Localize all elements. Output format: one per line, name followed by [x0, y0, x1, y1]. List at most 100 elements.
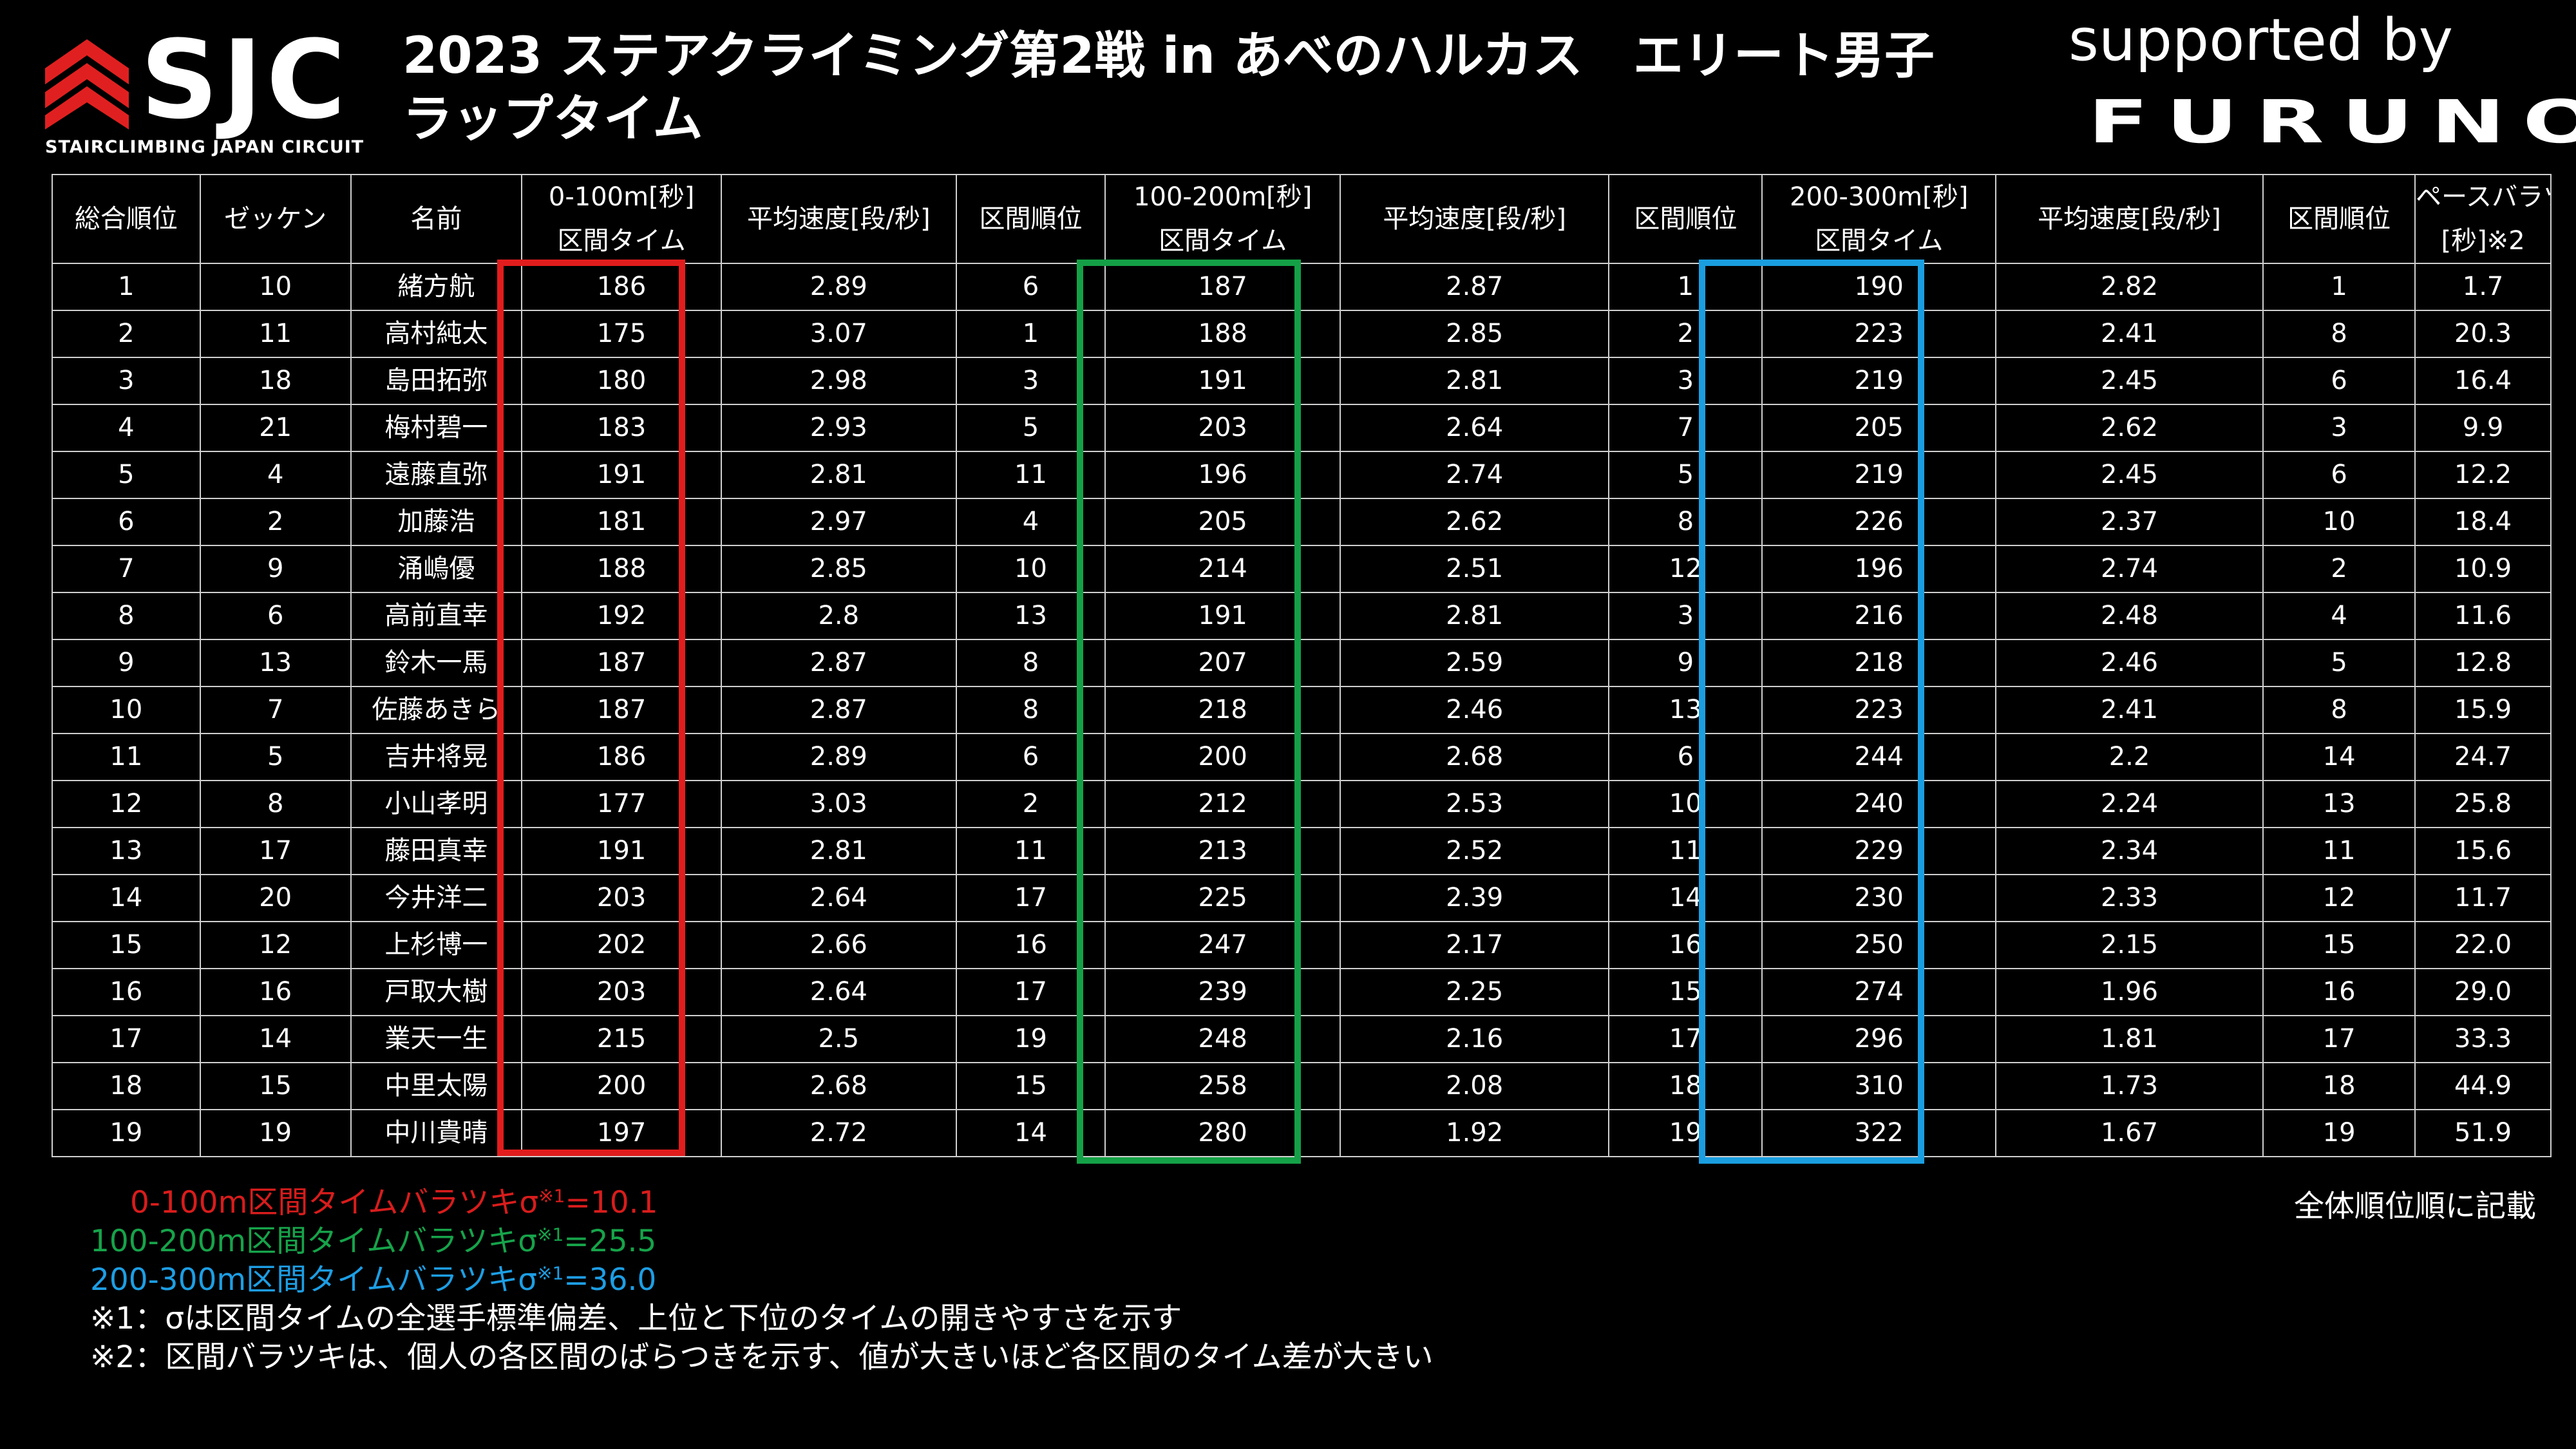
table-cell: 177 [521, 780, 722, 828]
table-row: 13 17 藤田真幸 191 2.81 11 213 2.52 11 229 2.34 11 15.6 [52, 827, 2552, 875]
table-cell: 17 [955, 968, 1106, 1016]
table-cell: 15.6 [2414, 827, 2552, 875]
table-cell: 17 [955, 874, 1106, 922]
column-header: 200-300m[秒] 区間タイム [1761, 174, 1996, 264]
table-cell: 4 [199, 451, 352, 499]
sponsor-label: supported by [2069, 6, 2454, 74]
table-cell: 229 [1761, 827, 1996, 875]
page-title: 2023 ステアクライミング第2戦 in あべのハルカス エリート男子 ラップタ… [402, 24, 1935, 151]
table-cell: 13 [52, 827, 201, 875]
table-cell: 遠藤直弥 [350, 451, 523, 499]
table-cell: 2.16 [1340, 1015, 1610, 1063]
table-cell: 11 [955, 827, 1106, 875]
table-cell: 216 [1761, 592, 1996, 640]
column-header: ゼッケン [199, 174, 352, 264]
table-cell: 2 [955, 780, 1106, 828]
table-cell: 202 [521, 921, 722, 969]
table-cell: 15 [955, 1062, 1106, 1110]
table-row: 11 5 吉井将晃 186 2.89 6 200 2.68 6 244 2.2 14 24.7 [52, 733, 2552, 781]
table-cell: 2.87 [721, 639, 957, 687]
table-cell: 2.87 [1340, 263, 1610, 311]
table-cell: 上杉博一 [350, 921, 523, 969]
table-cell: 213 [1104, 827, 1341, 875]
sponsor-brand-logo: FURUNO [2088, 88, 2576, 156]
table-cell: 19 [955, 1015, 1106, 1063]
table-cell: 186 [521, 263, 722, 311]
table-cell: 5 [2262, 639, 2416, 687]
table-cell: 3 [955, 357, 1106, 405]
table-cell: 5 [52, 451, 201, 499]
table-cell: 18 [1608, 1062, 1763, 1110]
table-cell: 1.73 [1994, 1062, 2264, 1110]
title-line-1: 2023 ステアクライミング第2戦 in あべのハルカス エリート男子 [402, 27, 1935, 85]
table-cell: 2.52 [1340, 827, 1610, 875]
table-cell: 2.62 [1994, 404, 2264, 452]
table-cell: 9 [199, 545, 352, 593]
column-header: 0-100m[秒] 区間タイム [521, 174, 722, 264]
table-cell: 13 [2262, 780, 2416, 828]
table-cell: 緒方航 [350, 263, 523, 311]
table-cell: 12.8 [2414, 639, 2552, 687]
table-cell: 9.9 [2414, 404, 2552, 452]
table-cell: 2.5 [721, 1015, 957, 1063]
table-row: 9 13 鈴木一馬 187 2.87 8 207 2.59 9 218 2.46 5 12.8 [52, 639, 2552, 687]
table-cell: 2.62 [1340, 498, 1610, 546]
table-cell: 1.67 [1994, 1109, 2264, 1157]
table-cell: 2.17 [1340, 921, 1610, 969]
table-cell: 214 [1104, 545, 1341, 593]
table-cell: 今井洋二 [350, 874, 523, 922]
table-row: 8 6 高前直幸 192 2.8 13 191 2.81 3 216 2.48 4 11.6 [52, 592, 2552, 640]
table-cell: 8 [1608, 498, 1763, 546]
table-cell: 183 [521, 404, 722, 452]
table-row: 14 20 今井洋二 203 2.64 17 225 2.39 14 230 2.33 12 11.7 [52, 874, 2552, 922]
table-cell: 187 [521, 639, 722, 687]
table-cell: 10 [52, 686, 201, 734]
table-cell: 191 [521, 827, 722, 875]
table-cell: 6 [2262, 451, 2416, 499]
table-cell: 2.97 [721, 498, 957, 546]
table-cell: 19 [2262, 1109, 2416, 1157]
table-cell: 188 [1104, 310, 1341, 358]
table-cell: 181 [521, 498, 722, 546]
table-cell: 2.81 [1340, 592, 1610, 640]
table-cell: 191 [1104, 357, 1341, 405]
table-cell: 175 [521, 310, 722, 358]
table-cell: 2 [52, 310, 201, 358]
table-cell: 25.8 [2414, 780, 2552, 828]
table-cell: 16 [2262, 968, 2416, 1016]
table-cell: 3 [1608, 357, 1763, 405]
table-cell: 14 [199, 1015, 352, 1063]
table-cell: 高前直幸 [350, 592, 523, 640]
footnote-1: ※1：σは区間タイムの全選手標準偏差、上位と下位のタイムの開きやすさを示す [90, 1301, 1182, 1336]
table-cell: 戸取大樹 [350, 968, 523, 1016]
table-cell: 4 [955, 498, 1106, 546]
table-cell: 11 [52, 733, 201, 781]
table-cell: 13 [1608, 686, 1763, 734]
table-cell: 2.24 [1994, 780, 2264, 828]
table-cell: 2.64 [721, 968, 957, 1016]
column-header: 区間順位 [2262, 174, 2416, 264]
table-cell: 212 [1104, 780, 1341, 828]
table-cell: 2.64 [1340, 404, 1610, 452]
table-cell: 11 [199, 310, 352, 358]
table-cell: 2.81 [1340, 357, 1610, 405]
table-cell: 2.15 [1994, 921, 2264, 969]
table-cell: 3 [1608, 592, 1763, 640]
table-cell: 2.68 [721, 1062, 957, 1110]
table-cell: 2 [1608, 310, 1763, 358]
table-row: 7 9 涌嶋優 188 2.85 10 214 2.51 12 196 2.74 2 10.9 [52, 545, 2552, 593]
table-cell: 296 [1761, 1015, 1996, 1063]
table-cell: 19 [52, 1109, 201, 1157]
table-cell: 16 [199, 968, 352, 1016]
table-cell: 吉井将晃 [350, 733, 523, 781]
table-cell: 3.07 [721, 310, 957, 358]
table-body: 1 10 緒方航 186 2.89 6 187 2.87 1 190 2.82 1 1.7 2 11 高村純太… [52, 263, 2552, 1157]
table-cell: 274 [1761, 968, 1996, 1016]
table-cell: 203 [1104, 404, 1341, 452]
table-cell: 240 [1761, 780, 1996, 828]
table-cell: 6 [52, 498, 201, 546]
table-cell: 15 [199, 1062, 352, 1110]
table-cell: 219 [1761, 357, 1996, 405]
column-header: 名前 [350, 174, 523, 264]
table-cell: 14 [52, 874, 201, 922]
